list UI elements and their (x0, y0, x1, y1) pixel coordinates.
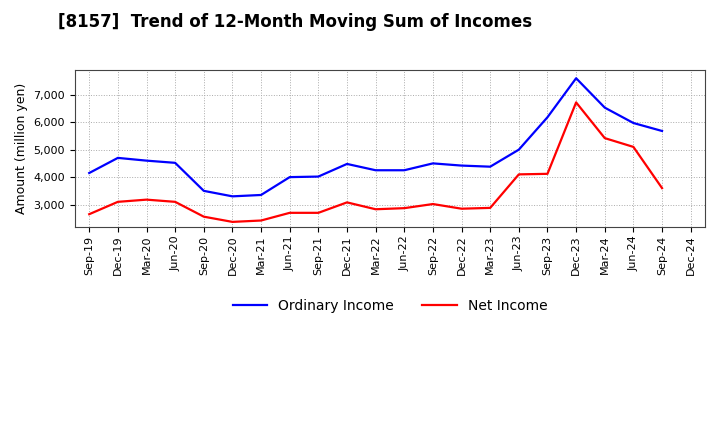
Ordinary Income (228, 194, 237, 199)
Net Income (343, 200, 351, 205)
Net Income (457, 206, 466, 211)
Ordinary Income (428, 161, 437, 166)
Ordinary Income (400, 168, 408, 173)
Net Income (199, 214, 208, 219)
Ordinary Income (85, 170, 94, 176)
Ordinary Income (114, 155, 122, 161)
Y-axis label: Amount (million yen): Amount (million yen) (15, 83, 28, 214)
Ordinary Income (142, 158, 150, 163)
Ordinary Income (515, 147, 523, 152)
Text: [8157]  Trend of 12-Month Moving Sum of Incomes: [8157] Trend of 12-Month Moving Sum of I… (58, 13, 532, 31)
Line: Net Income: Net Income (89, 103, 662, 222)
Ordinary Income (199, 188, 208, 194)
Line: Ordinary Income: Ordinary Income (89, 78, 662, 196)
Net Income (543, 171, 552, 176)
Ordinary Income (285, 175, 294, 180)
Net Income (600, 136, 609, 141)
Net Income (657, 186, 666, 191)
Net Income (257, 218, 266, 223)
Net Income (428, 202, 437, 207)
Net Income (515, 172, 523, 177)
Ordinary Income (257, 192, 266, 198)
Ordinary Income (372, 168, 380, 173)
Net Income (142, 197, 150, 202)
Net Income (629, 144, 638, 150)
Ordinary Income (657, 128, 666, 134)
Net Income (400, 205, 408, 211)
Ordinary Income (572, 76, 580, 81)
Ordinary Income (629, 121, 638, 126)
Net Income (572, 100, 580, 105)
Ordinary Income (600, 105, 609, 110)
Net Income (486, 205, 495, 210)
Net Income (171, 199, 179, 205)
Ordinary Income (457, 163, 466, 168)
Ordinary Income (171, 160, 179, 165)
Ordinary Income (486, 164, 495, 169)
Net Income (372, 207, 380, 212)
Net Income (114, 199, 122, 205)
Ordinary Income (343, 161, 351, 167)
Net Income (285, 210, 294, 216)
Net Income (314, 210, 323, 216)
Legend: Ordinary Income, Net Income: Ordinary Income, Net Income (233, 299, 547, 313)
Ordinary Income (314, 174, 323, 179)
Net Income (228, 219, 237, 224)
Net Income (85, 212, 94, 217)
Ordinary Income (543, 114, 552, 120)
